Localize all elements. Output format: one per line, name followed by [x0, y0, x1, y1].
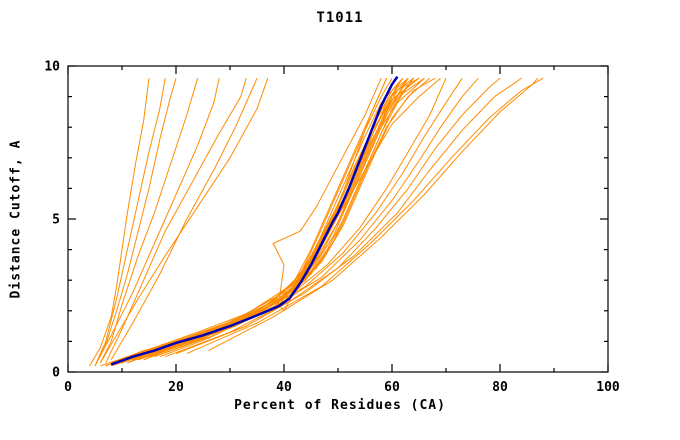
- prediction-curve: [175, 77, 522, 355]
- y-axis-label: Distance Cutoff, A: [8, 139, 24, 299]
- plot-box: [67, 65, 609, 373]
- prediction-curve: [111, 77, 441, 364]
- prediction-curve: [99, 78, 269, 364]
- prediction-curve: [99, 78, 199, 364]
- x-tick-label: 0: [64, 380, 72, 395]
- chart-title: T1011: [316, 10, 364, 26]
- prediction-curve: [186, 77, 544, 355]
- prediction-curve: [159, 77, 436, 358]
- x-tick-label: 40: [276, 380, 292, 395]
- prediction-curve: [208, 77, 539, 352]
- prediction-curve: [94, 78, 220, 367]
- prediction-curve: [154, 77, 479, 358]
- y-tick-label: 5: [52, 213, 60, 228]
- x-axis-label: Percent of Residues (CA): [234, 398, 446, 413]
- prediction-curve: [105, 78, 247, 364]
- x-tick-label: 100: [596, 380, 620, 395]
- x-tick-label: 20: [168, 380, 184, 395]
- y-tick-label: 10: [44, 60, 60, 75]
- prediction-curve: [94, 78, 177, 367]
- prediction-curve: [94, 78, 166, 367]
- prediction-curve: [165, 77, 501, 358]
- prediction-curve: [110, 77, 258, 361]
- prediction-curve: [143, 77, 463, 361]
- prediction-curve: [116, 77, 404, 364]
- reference-curve: [110, 75, 399, 366]
- prediction-curve: [132, 77, 414, 361]
- y-tick-label: 0: [52, 366, 60, 381]
- x-tick-label: 80: [492, 380, 508, 395]
- prediction-curve: [89, 78, 150, 367]
- x-tick-label: 60: [384, 380, 400, 395]
